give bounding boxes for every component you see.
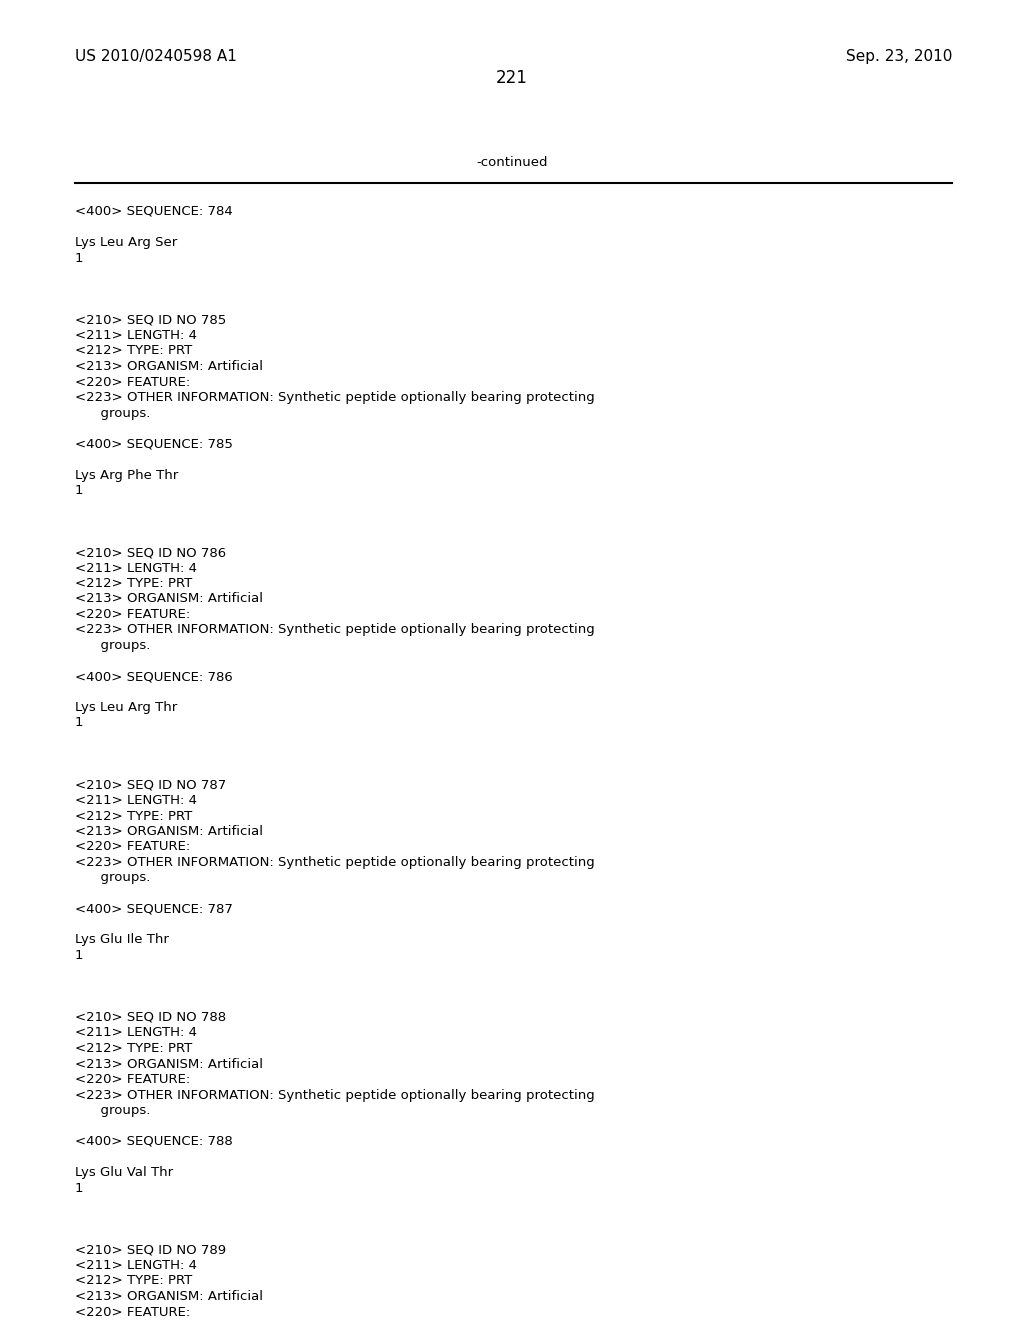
Text: <210> SEQ ID NO 789: <210> SEQ ID NO 789 [75, 1243, 226, 1257]
Text: <220> FEATURE:: <220> FEATURE: [75, 841, 190, 854]
Text: <212> TYPE: PRT: <212> TYPE: PRT [75, 345, 193, 358]
Text: 1: 1 [75, 949, 84, 962]
Text: <212> TYPE: PRT: <212> TYPE: PRT [75, 577, 193, 590]
Text: -continued: -continued [476, 157, 548, 169]
Text: 1: 1 [75, 252, 84, 264]
Text: 1: 1 [75, 484, 84, 498]
Text: <223> OTHER INFORMATION: Synthetic peptide optionally bearing protecting: <223> OTHER INFORMATION: Synthetic pepti… [75, 623, 595, 636]
Text: <213> ORGANISM: Artificial: <213> ORGANISM: Artificial [75, 1290, 263, 1303]
Text: groups.: groups. [75, 1104, 151, 1117]
Text: groups.: groups. [75, 407, 151, 420]
Text: <211> LENGTH: 4: <211> LENGTH: 4 [75, 1027, 197, 1040]
Text: <400> SEQUENCE: 788: <400> SEQUENCE: 788 [75, 1135, 232, 1148]
Text: Sep. 23, 2010: Sep. 23, 2010 [846, 49, 952, 65]
Text: <211> LENGTH: 4: <211> LENGTH: 4 [75, 329, 197, 342]
Text: <213> ORGANISM: Artificial: <213> ORGANISM: Artificial [75, 1057, 263, 1071]
Text: <212> TYPE: PRT: <212> TYPE: PRT [75, 809, 193, 822]
Text: 1: 1 [75, 1181, 84, 1195]
Text: <210> SEQ ID NO 788: <210> SEQ ID NO 788 [75, 1011, 226, 1024]
Text: <400> SEQUENCE: 784: <400> SEQUENCE: 784 [75, 205, 232, 218]
Text: Lys Glu Val Thr: Lys Glu Val Thr [75, 1166, 173, 1179]
Text: Lys Glu Ile Thr: Lys Glu Ile Thr [75, 933, 169, 946]
Text: Lys Arg Phe Thr: Lys Arg Phe Thr [75, 469, 178, 482]
Text: <211> LENGTH: 4: <211> LENGTH: 4 [75, 1259, 197, 1272]
Text: <220> FEATURE:: <220> FEATURE: [75, 609, 190, 620]
Text: groups.: groups. [75, 639, 151, 652]
Text: Lys Leu Arg Ser: Lys Leu Arg Ser [75, 236, 177, 249]
Text: <210> SEQ ID NO 787: <210> SEQ ID NO 787 [75, 779, 226, 792]
Text: <220> FEATURE:: <220> FEATURE: [75, 1073, 190, 1086]
Text: <213> ORGANISM: Artificial: <213> ORGANISM: Artificial [75, 360, 263, 374]
Text: <220> FEATURE:: <220> FEATURE: [75, 375, 190, 388]
Text: <400> SEQUENCE: 787: <400> SEQUENCE: 787 [75, 903, 232, 916]
Text: <223> OTHER INFORMATION: Synthetic peptide optionally bearing protecting: <223> OTHER INFORMATION: Synthetic pepti… [75, 391, 595, 404]
Text: <211> LENGTH: 4: <211> LENGTH: 4 [75, 795, 197, 807]
Text: <212> TYPE: PRT: <212> TYPE: PRT [75, 1275, 193, 1287]
Text: <400> SEQUENCE: 785: <400> SEQUENCE: 785 [75, 437, 232, 450]
Text: <223> OTHER INFORMATION: Synthetic peptide optionally bearing protecting: <223> OTHER INFORMATION: Synthetic pepti… [75, 855, 595, 869]
Text: 1: 1 [75, 717, 84, 730]
Text: Lys Leu Arg Thr: Lys Leu Arg Thr [75, 701, 177, 714]
Text: <400> SEQUENCE: 786: <400> SEQUENCE: 786 [75, 671, 232, 682]
Text: US 2010/0240598 A1: US 2010/0240598 A1 [75, 49, 237, 65]
Text: <220> FEATURE:: <220> FEATURE: [75, 1305, 190, 1319]
Text: <213> ORGANISM: Artificial: <213> ORGANISM: Artificial [75, 825, 263, 838]
Text: <223> OTHER INFORMATION: Synthetic peptide optionally bearing protecting: <223> OTHER INFORMATION: Synthetic pepti… [75, 1089, 595, 1101]
Text: <212> TYPE: PRT: <212> TYPE: PRT [75, 1041, 193, 1055]
Text: 221: 221 [496, 69, 528, 87]
Text: <210> SEQ ID NO 785: <210> SEQ ID NO 785 [75, 314, 226, 326]
Text: <211> LENGTH: 4: <211> LENGTH: 4 [75, 561, 197, 574]
Text: groups.: groups. [75, 871, 151, 884]
Text: <210> SEQ ID NO 786: <210> SEQ ID NO 786 [75, 546, 226, 558]
Text: <213> ORGANISM: Artificial: <213> ORGANISM: Artificial [75, 593, 263, 606]
